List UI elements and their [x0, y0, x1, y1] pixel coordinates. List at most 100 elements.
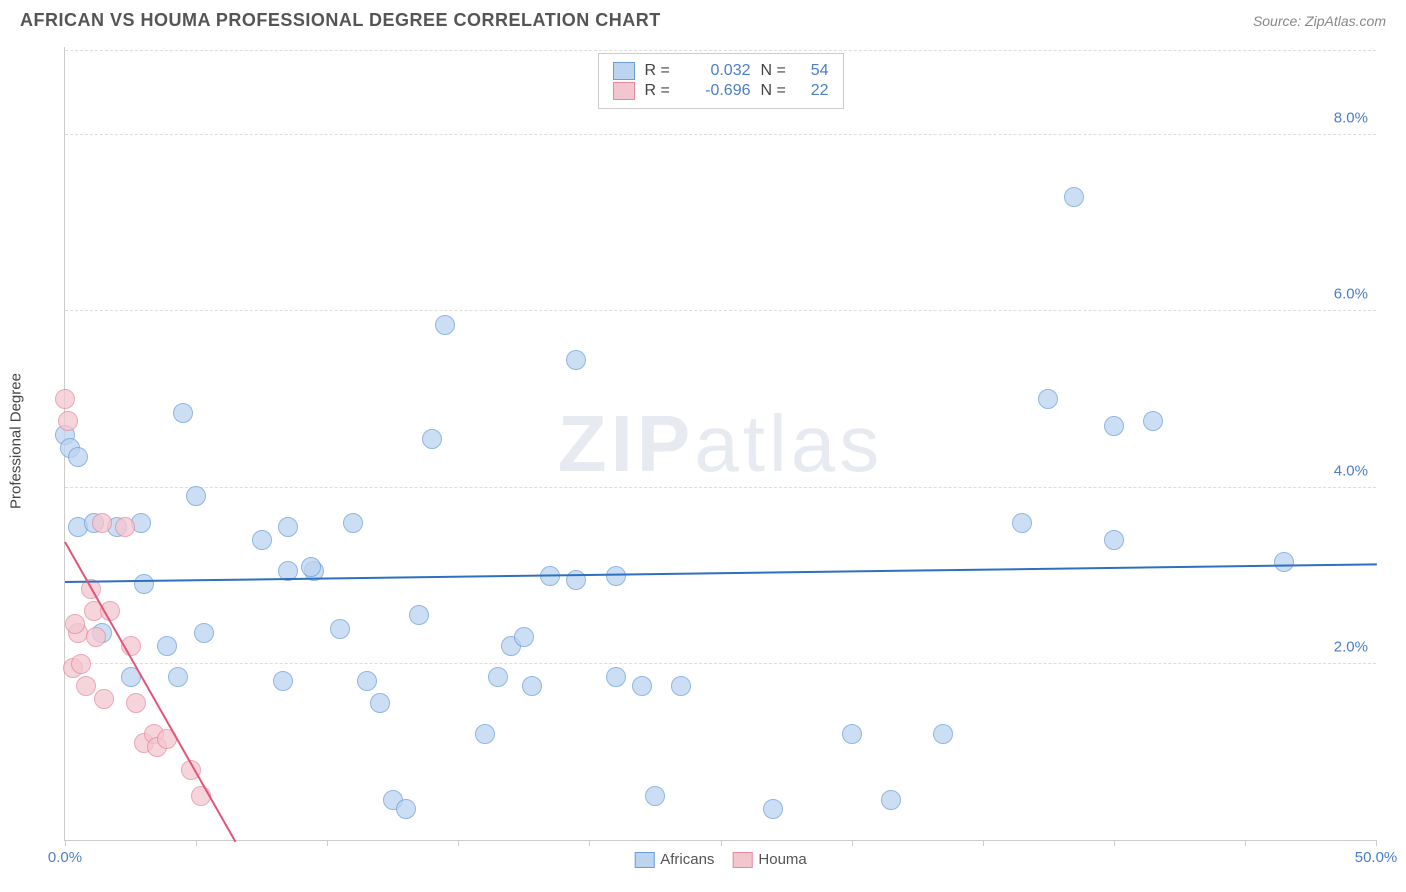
x-tick	[327, 840, 328, 846]
scatter-point	[1012, 513, 1032, 533]
x-tick	[721, 840, 722, 846]
scatter-point	[632, 676, 652, 696]
scatter-point	[422, 429, 442, 449]
gridline	[65, 134, 1376, 135]
scatter-point	[65, 614, 85, 634]
scatter-point	[645, 786, 665, 806]
scatter-point	[763, 799, 783, 819]
stat-r-label: R =	[645, 82, 679, 100]
scatter-point	[186, 486, 206, 506]
x-tick-label-min: 0.0%	[48, 849, 82, 866]
x-tick	[852, 840, 853, 846]
scatter-point	[273, 671, 293, 691]
scatter-point	[278, 517, 298, 537]
scatter-point	[671, 676, 691, 696]
scatter-point	[76, 676, 96, 696]
header: AFRICAN VS HOUMA PROFESSIONAL DEGREE COR…	[0, 0, 1406, 35]
y-axis-label: Professional Degree	[8, 373, 25, 509]
x-tick-label-max: 50.0%	[1355, 849, 1398, 866]
y-tick-label: 8.0%	[1334, 110, 1368, 127]
legend-item: Houma	[732, 851, 806, 868]
chart-title: AFRICAN VS HOUMA PROFESSIONAL DEGREE COR…	[20, 10, 661, 31]
y-tick-label: 6.0%	[1334, 286, 1368, 303]
trendline	[65, 563, 1377, 583]
scatter-point	[330, 619, 350, 639]
scatter-point	[1104, 530, 1124, 550]
scatter-point	[396, 799, 416, 819]
scatter-point	[522, 676, 542, 696]
scatter-point	[86, 627, 106, 647]
y-tick-label: 4.0%	[1334, 462, 1368, 479]
watermark-bold: ZIP	[558, 399, 694, 488]
scatter-point	[126, 693, 146, 713]
legend-label: Africans	[660, 851, 714, 868]
scatter-point	[606, 667, 626, 687]
source-attribution: Source: ZipAtlas.com	[1253, 13, 1386, 29]
scatter-point	[514, 627, 534, 647]
gridline	[65, 487, 1376, 488]
scatter-point	[488, 667, 508, 687]
gridline	[65, 663, 1376, 664]
x-tick	[589, 840, 590, 846]
gridline	[65, 310, 1376, 311]
x-tick	[458, 840, 459, 846]
chart-container: Professional Degree ZIPatlas R =0.032N =…	[20, 41, 1386, 841]
scatter-point	[881, 790, 901, 810]
x-tick	[65, 840, 66, 846]
scatter-point	[134, 574, 154, 594]
scatter-point	[370, 693, 390, 713]
scatter-point	[168, 667, 188, 687]
bottom-legend: Africans Houma	[634, 851, 807, 868]
scatter-point	[1064, 187, 1084, 207]
scatter-point	[1143, 411, 1163, 431]
watermark: ZIPatlas	[558, 398, 883, 490]
legend-swatch	[634, 852, 654, 868]
watermark-rest: atlas	[694, 399, 883, 488]
x-tick	[1114, 840, 1115, 846]
scatter-point	[194, 623, 214, 643]
scatter-point	[1274, 552, 1294, 572]
scatter-point	[157, 636, 177, 656]
x-tick	[1376, 840, 1377, 846]
scatter-point	[301, 557, 321, 577]
scatter-point	[357, 671, 377, 691]
scatter-point	[94, 689, 114, 709]
scatter-point	[1038, 389, 1058, 409]
scatter-point	[343, 513, 363, 533]
scatter-point	[55, 389, 75, 409]
legend-item: Africans	[634, 851, 714, 868]
scatter-point	[1104, 416, 1124, 436]
scatter-point	[71, 654, 91, 674]
scatter-point	[58, 411, 78, 431]
plot-area: ZIPatlas R =0.032N =54R =-0.696N =22 Afr…	[64, 47, 1376, 841]
scatter-point	[842, 724, 862, 744]
scatter-point	[435, 315, 455, 335]
stat-n-value: 54	[801, 62, 829, 80]
gridline-top	[65, 50, 1376, 51]
legend-label: Houma	[758, 851, 806, 868]
stats-row: R =-0.696N =22	[613, 82, 829, 100]
scatter-point	[173, 403, 193, 423]
scatter-point	[252, 530, 272, 550]
x-tick	[983, 840, 984, 846]
legend-swatch	[732, 852, 752, 868]
y-tick-label: 2.0%	[1334, 638, 1368, 655]
stats-legend-box: R =0.032N =54R =-0.696N =22	[598, 53, 844, 109]
scatter-point	[92, 513, 112, 533]
x-tick	[196, 840, 197, 846]
stat-n-label: N =	[761, 62, 791, 80]
legend-swatch	[613, 62, 635, 80]
scatter-point	[409, 605, 429, 625]
x-tick	[1245, 840, 1246, 846]
scatter-point	[475, 724, 495, 744]
legend-swatch	[613, 82, 635, 100]
stat-r-value: -0.696	[689, 82, 751, 100]
stats-row: R = 0.032 N = 54	[613, 62, 829, 80]
stat-r-value: 0.032	[689, 62, 751, 80]
stat-r-label: R =	[645, 62, 679, 80]
scatter-point	[566, 350, 586, 370]
stat-n-label: N =	[761, 82, 791, 100]
scatter-point	[933, 724, 953, 744]
scatter-point	[68, 447, 88, 467]
scatter-point	[115, 517, 135, 537]
